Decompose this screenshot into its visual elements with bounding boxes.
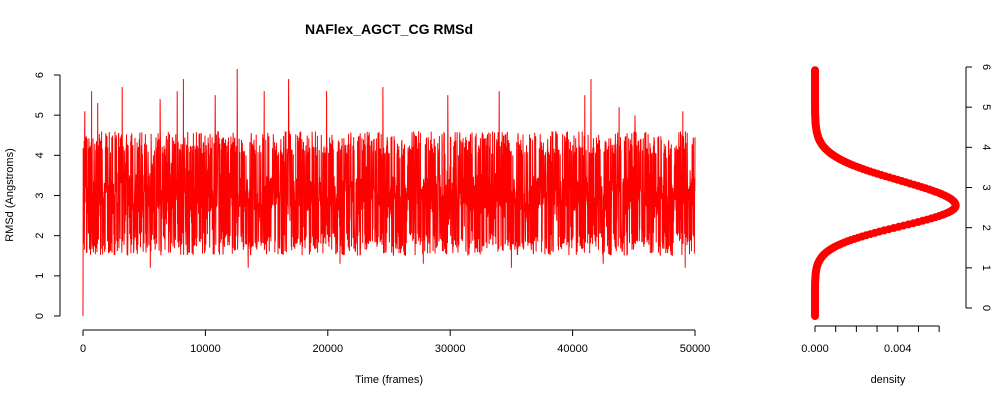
density-y-tick-label: 6: [980, 64, 992, 70]
x-tick-label: 50000: [680, 343, 711, 355]
chart-title: NAFlex_AGCT_CG RMSd: [305, 21, 473, 37]
y-tick-label: 4: [34, 152, 46, 158]
density-y-tick-label: 2: [980, 225, 992, 231]
density-y-tick-label: 4: [980, 144, 992, 150]
x-tick-label: 10000: [190, 343, 221, 355]
main-axes: 0 10000 20000 30000 40000 50000 0 1 2 3 4 5 6: [34, 72, 710, 355]
density-x-tick-label: 0.004: [884, 343, 912, 355]
y-tick-label: 2: [34, 233, 46, 239]
density-y-tick-label: 3: [980, 184, 992, 190]
y-axis-title: RMSd (Angstroms): [4, 148, 16, 242]
density-axes: 0.000 0.004 0 1 2 3 4 5 6: [801, 64, 992, 355]
y-tick-label: 1: [34, 273, 46, 279]
density-x-tick-label: 0.000: [801, 343, 829, 355]
rmsd-series: [82, 68, 696, 317]
x-tick-label: 40000: [557, 343, 588, 355]
density-y-tick-label: 0: [980, 305, 992, 311]
rmsd-trace: [82, 68, 696, 317]
y-tick-label: 3: [34, 192, 46, 198]
y-tick-label: 6: [34, 72, 46, 78]
x-tick-label: 30000: [435, 343, 466, 355]
density-y-tick-label: 1: [980, 265, 992, 271]
x-axis-title: Time (frames): [355, 374, 423, 386]
density-series: [811, 66, 960, 320]
y-tick-label: 0: [34, 313, 46, 319]
density-axis-title: density: [871, 374, 906, 386]
density-point: [811, 66, 819, 75]
x-tick-label: 20000: [313, 343, 344, 355]
y-tick-label: 5: [34, 112, 46, 118]
density-y-tick-label: 5: [980, 104, 992, 110]
x-tick-label: 0: [80, 343, 86, 355]
